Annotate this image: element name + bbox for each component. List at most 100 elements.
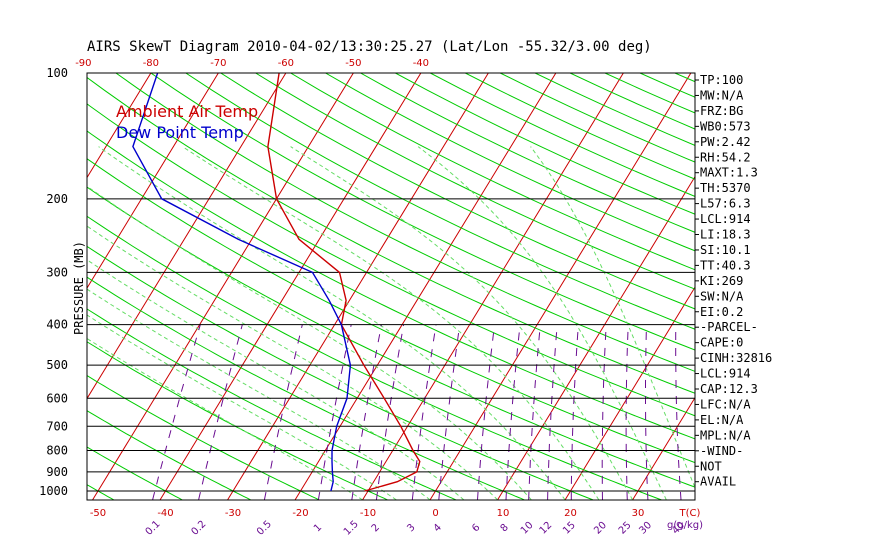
mixing-ratio-line <box>645 324 649 500</box>
mixing-ratio-line <box>547 324 558 500</box>
pressure-tick-label: 200 <box>46 192 68 206</box>
index-label: SI:10.1 <box>700 243 751 257</box>
mixing-ratio-tick-label: 4 <box>432 522 444 534</box>
moist-adiabat-line <box>87 185 532 500</box>
top-temp-tick-label: -70 <box>210 58 226 69</box>
bottom-temp-tick-label: -10 <box>360 508 376 519</box>
mixing-ratio-line <box>438 324 461 500</box>
moist-adiabat-line <box>98 146 566 500</box>
dry-adiabat-line <box>87 186 695 488</box>
mixing-ratio-tick-label: 30 <box>637 520 654 537</box>
mixing-ratio-tick-label: 3 <box>405 522 417 534</box>
index-label: WB0:573 <box>700 119 751 133</box>
top-temp-axis: -90 -80 -70 -60 -50 -40 <box>75 58 429 69</box>
isotherm-line <box>87 73 219 289</box>
mixing-ratio-line <box>625 324 629 500</box>
dry-adiabat-line <box>115 73 695 372</box>
dry-adiabat-line <box>219 73 695 310</box>
isotherm-line <box>0 53 28 500</box>
dry-adiabat-line <box>87 76 695 394</box>
mixing-ratio-tick-label: 1.5 <box>342 519 361 538</box>
moist-adiabat-line <box>182 146 600 500</box>
mixing-ratio-tick-label: 6 <box>470 522 482 534</box>
index-label: PW:2.42 <box>700 135 751 149</box>
dry-adiabat-line <box>254 73 695 290</box>
mixing-unit-label: g(g/kg) <box>667 520 703 531</box>
mixing-ratio-tick-label: 0.2 <box>189 519 208 538</box>
index-label: KI:269 <box>700 274 743 288</box>
dry-adiabat-line <box>533 73 695 146</box>
pressure-tick-label: 700 <box>46 419 68 433</box>
top-temp-tick-label: -80 <box>143 58 159 69</box>
moist-adiabat-line <box>87 259 465 500</box>
dry-adiabat-line <box>184 73 695 330</box>
pressure-tick-label: 400 <box>46 318 68 332</box>
mixing-ratio-line <box>351 324 382 500</box>
pressure-tick-label: 100 <box>46 66 68 80</box>
legend-entry: Ambient Air Temp <box>116 102 258 121</box>
dry-adiabat-line <box>149 73 695 351</box>
dry-adiabat-line <box>429 73 695 198</box>
bottom-temp-tick-label: 0 <box>432 508 438 519</box>
chart-title: AIRS SkewT Diagram 2010-04-02/13:30:25.2… <box>87 39 652 55</box>
isotherm-line <box>497 175 695 500</box>
legend-entry: Dew Point Temp <box>116 123 244 142</box>
dry-adiabat-line <box>673 73 695 83</box>
mixing-ratio-line <box>263 324 303 500</box>
index-label: CAPE:0 <box>700 336 743 350</box>
mixing-ratio-line <box>317 324 352 500</box>
index-label: CAP:12.3 <box>700 382 758 396</box>
mixing-ratio-tick-label: 20 <box>592 520 609 537</box>
profile-lines <box>132 73 421 492</box>
mixing-ratio-tick-label: 10 <box>519 520 536 537</box>
index-label: LCL:914 <box>700 212 751 226</box>
plot-frame <box>86 72 696 501</box>
index-label: TP:100 <box>700 73 743 87</box>
dry-adiabat-line <box>666 54 870 500</box>
index-label: TH:5370 <box>700 181 751 195</box>
pressure-tick-label: 600 <box>46 391 68 405</box>
mixing-ratio-grid <box>152 324 682 500</box>
temp-unit-label: T(C) <box>679 508 701 519</box>
index-label: CINH:32816 <box>700 351 772 365</box>
index-label: EL:N/A <box>700 413 744 427</box>
isotherm-line <box>362 73 624 500</box>
mixing-ratio-line <box>411 324 437 500</box>
dry-adiabat-line <box>87 158 695 464</box>
isotherm-line <box>227 73 489 500</box>
isotherm-line <box>294 73 557 500</box>
pressure-tick-label: 800 <box>46 443 68 457</box>
isobar-grid <box>87 198 695 492</box>
mixing-ratio-line <box>152 324 201 500</box>
dry-adiabat-line <box>87 103 695 417</box>
mixing-ratio-line <box>528 324 541 500</box>
mixing-ratio-tick-label: 0.5 <box>255 519 274 538</box>
bottom-temp-tick-label: -30 <box>225 508 241 519</box>
index-label: MAXT:1.3 <box>700 166 758 180</box>
pressure-tick-label: 300 <box>46 265 68 279</box>
dry-adiabat-line <box>324 73 695 252</box>
isotherm-line <box>768 53 870 500</box>
mixing-ratio-line <box>505 324 521 500</box>
dry-adiabat-line <box>87 245 594 500</box>
isotherm-line <box>92 73 354 500</box>
mixing-ratio-line <box>375 324 405 500</box>
index-label: -PARCEL- <box>700 320 758 334</box>
top-temp-tick-label: -50 <box>345 58 361 69</box>
isotherm-line <box>564 286 695 500</box>
mixing-ratio-tick-label: 12 <box>538 520 555 537</box>
top-temp-tick-label: -40 <box>413 58 429 69</box>
pressure-tick-label: 500 <box>46 358 68 372</box>
index-label: FRZ:BG <box>700 104 743 118</box>
moist-adiabat-line <box>530 146 695 489</box>
mixing-ratio-line <box>675 324 682 500</box>
mixing-ratio-tick-label: 2 <box>370 522 382 534</box>
bottom-temp-tick-label: 10 <box>497 508 510 519</box>
isotherm-line <box>87 73 152 179</box>
mixing-ratio-line <box>570 324 579 500</box>
dry-adiabat-line <box>87 276 525 500</box>
bottom-temp-tick-label: 30 <box>632 508 645 519</box>
dry-adiabat-line <box>87 374 320 500</box>
